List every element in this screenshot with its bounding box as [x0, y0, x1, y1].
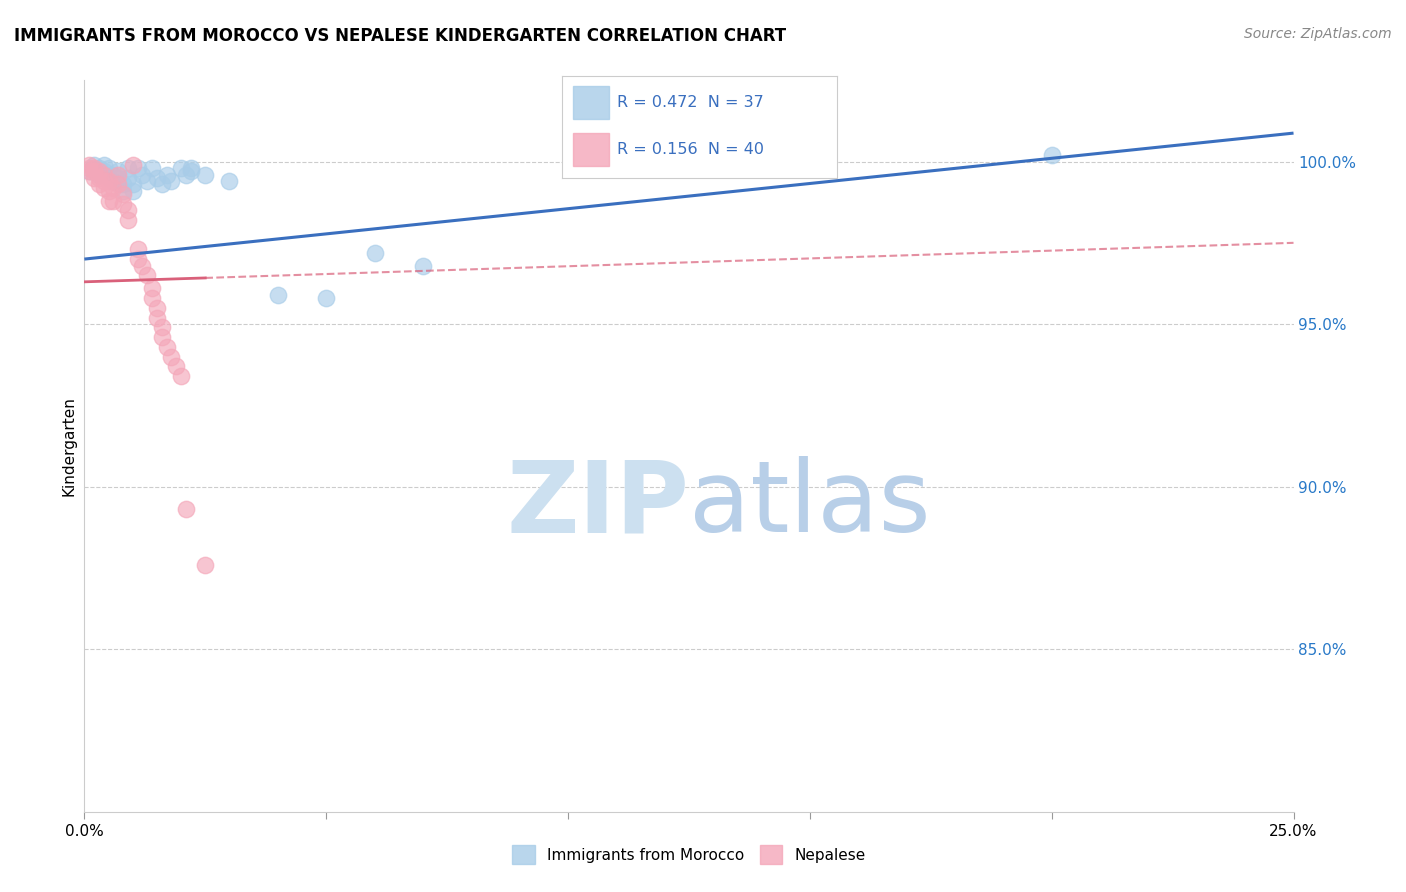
Point	[141, 161, 163, 175]
Point	[97, 170, 120, 185]
Point	[160, 174, 183, 188]
Point	[363, 245, 385, 260]
Point	[127, 243, 149, 257]
Point	[97, 174, 120, 188]
Point	[174, 168, 197, 182]
Legend: Immigrants from Morocco, Nepalese: Immigrants from Morocco, Nepalese	[506, 839, 872, 870]
Text: R = 0.156  N = 40: R = 0.156 N = 40	[617, 142, 765, 157]
Point	[150, 320, 173, 334]
Point	[165, 359, 187, 374]
Point	[121, 184, 143, 198]
Text: atlas: atlas	[689, 456, 931, 553]
Point	[315, 291, 337, 305]
Point	[87, 170, 110, 185]
Text: Source: ZipAtlas.com: Source: ZipAtlas.com	[1244, 27, 1392, 41]
Point	[77, 164, 100, 178]
Point	[136, 268, 159, 283]
Point	[194, 558, 217, 572]
Point	[103, 194, 125, 208]
Point	[93, 164, 115, 178]
Point	[93, 158, 115, 172]
Point	[160, 350, 183, 364]
Point	[93, 174, 115, 188]
Point	[93, 168, 115, 182]
Point	[107, 164, 129, 178]
Point	[170, 369, 193, 384]
Point	[1040, 148, 1063, 162]
Point	[146, 301, 169, 315]
Point	[112, 178, 135, 192]
Point	[87, 164, 110, 178]
Text: R = 0.472  N = 37: R = 0.472 N = 37	[617, 95, 763, 110]
Point	[218, 174, 240, 188]
Point	[155, 340, 177, 354]
Point	[97, 184, 120, 198]
Point	[131, 259, 153, 273]
Point	[155, 168, 177, 182]
Point	[107, 178, 129, 192]
Point	[93, 180, 115, 194]
Bar	[574, 133, 609, 166]
Point	[121, 158, 143, 172]
Point	[141, 291, 163, 305]
Point	[77, 161, 100, 175]
Point	[121, 178, 143, 192]
Point	[180, 164, 202, 178]
Point	[103, 180, 125, 194]
Point	[97, 161, 120, 175]
Point	[150, 178, 173, 192]
Point	[180, 161, 202, 175]
Point	[112, 196, 135, 211]
Point	[87, 168, 110, 182]
Point	[83, 158, 105, 172]
Point	[117, 170, 139, 185]
Point	[194, 168, 217, 182]
Point	[117, 203, 139, 218]
Point	[412, 259, 434, 273]
Point	[146, 170, 169, 185]
Point	[170, 161, 193, 175]
Point	[103, 174, 125, 188]
Point	[87, 178, 110, 192]
Point	[174, 502, 197, 516]
Point	[107, 168, 129, 182]
Point	[117, 161, 139, 175]
Point	[127, 161, 149, 175]
Point	[83, 164, 105, 178]
Point	[107, 170, 129, 185]
Point	[136, 174, 159, 188]
Point	[77, 164, 100, 178]
Point	[267, 288, 290, 302]
Point	[112, 187, 135, 202]
Point	[83, 161, 105, 175]
Point	[103, 168, 125, 182]
Point	[77, 158, 100, 172]
Y-axis label: Kindergarten: Kindergarten	[60, 396, 76, 496]
Point	[117, 213, 139, 227]
Text: IMMIGRANTS FROM MOROCCO VS NEPALESE KINDERGARTEN CORRELATION CHART: IMMIGRANTS FROM MOROCCO VS NEPALESE KIND…	[14, 27, 786, 45]
Point	[127, 252, 149, 266]
Point	[112, 184, 135, 198]
Point	[83, 170, 105, 185]
Text: ZIP: ZIP	[506, 456, 689, 553]
Bar	[574, 87, 609, 119]
Point	[131, 168, 153, 182]
Point	[146, 310, 169, 325]
Point	[87, 161, 110, 175]
Point	[150, 330, 173, 344]
Point	[141, 281, 163, 295]
Point	[97, 194, 120, 208]
